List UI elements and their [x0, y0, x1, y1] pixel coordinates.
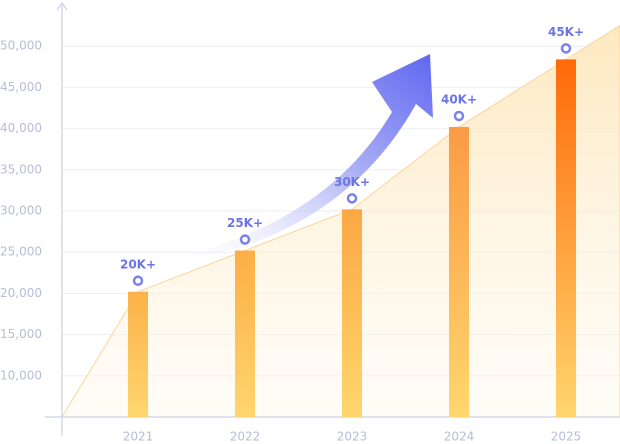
bars: 20K+ 2021 25K+ 2022 30K+ 2023 40K+ 2024 45K+ 2025 [120, 25, 584, 444]
bar [128, 291, 148, 417]
y-tick-label: 15,000 [0, 327, 42, 341]
bar [556, 59, 576, 417]
y-tick-label: 30,000 [0, 204, 42, 218]
y-tick-label: 50,000 [0, 39, 42, 53]
x-tick-label: 2022 [230, 430, 261, 444]
x-tick-label: 2023 [337, 430, 368, 444]
y-tick-label: 10,000 [0, 368, 42, 382]
growth-arrow [150, 54, 433, 262]
y-tick-label: 25,000 [0, 245, 42, 259]
x-tick-label: 2024 [444, 430, 475, 444]
marker [346, 193, 358, 204]
y-tick-label: 45,000 [0, 80, 42, 94]
x-tick-label: 2021 [123, 430, 154, 444]
marker [132, 275, 144, 287]
value-annotation: 40K+ [441, 92, 477, 106]
bar [342, 209, 362, 417]
y-tick-label: 40,000 [0, 121, 42, 135]
y-tick-label: 35,000 [0, 162, 42, 176]
marker [453, 110, 465, 122]
value-annotation: 20K+ [120, 257, 156, 271]
y-tick-label: 20,000 [0, 286, 42, 300]
bar [235, 250, 255, 417]
value-annotation: 25K+ [227, 216, 263, 230]
marker [239, 234, 251, 245]
value-annotation: 30K+ [334, 175, 370, 189]
bar [449, 126, 469, 418]
value-annotation: 45K+ [548, 25, 584, 39]
y-axis-arrow [56, 1, 68, 11]
x-tick-label: 2025 [551, 430, 582, 444]
marker [560, 43, 572, 54]
